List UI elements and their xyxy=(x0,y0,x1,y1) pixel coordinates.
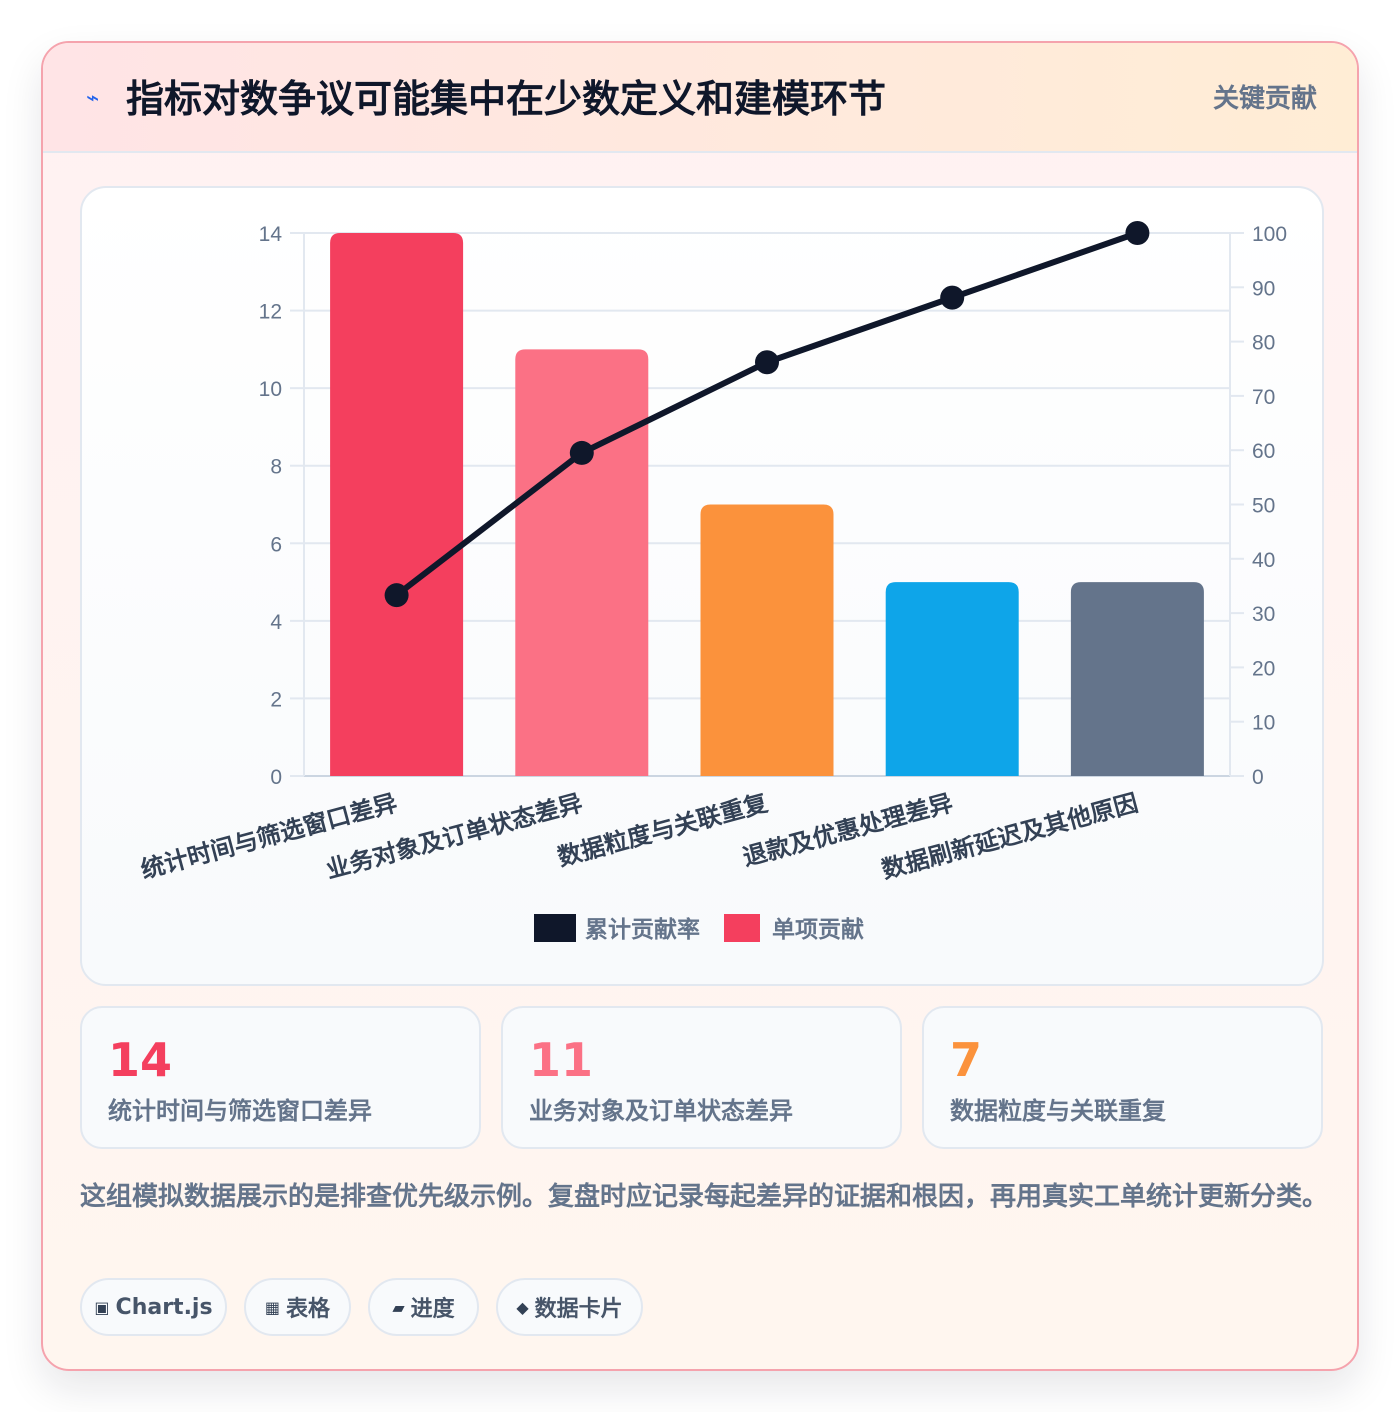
y2-tick-label: 20 xyxy=(1252,657,1275,680)
table-icon: ▦ xyxy=(264,1297,281,1317)
chart-icon: ▣ xyxy=(94,1297,110,1317)
stat-label: 数据粒度与关联重复 xyxy=(950,1097,1166,1125)
progress-icon: ▰ xyxy=(392,1297,405,1317)
bar xyxy=(1070,582,1204,776)
tag-label: 进度 xyxy=(410,1297,455,1322)
y2-tick-label: 0 xyxy=(1252,766,1264,789)
bar xyxy=(885,582,1019,776)
chart-note: 这组模拟数据展示的是排查优先级示例。复盘时应记录每起差异的证据和根因，再用真实工… xyxy=(80,1182,1329,1212)
stat-label: 业务对象及订单状态差异 xyxy=(529,1097,793,1125)
y2-tick-label: 10 xyxy=(1252,712,1275,735)
stat-card: 14 统计时间与筛选窗口差异 xyxy=(80,1006,481,1149)
tag-table[interactable]: ▦ 表格 xyxy=(244,1278,351,1336)
y2-tick-label: 70 xyxy=(1252,386,1275,409)
legend-label: 累计贡献率 xyxy=(585,916,700,943)
line-point xyxy=(384,583,409,608)
diamond-icon: ◆ xyxy=(516,1297,529,1317)
y2-tick-label: 50 xyxy=(1252,495,1275,518)
y2-tick-label: 100 xyxy=(1252,223,1287,246)
stat-value: 14 xyxy=(108,1033,173,1087)
bar xyxy=(700,504,834,776)
card-title: 指标对数争议可能集中在少数定义和建模环节 xyxy=(126,77,887,121)
header-badge: 关键贡献 xyxy=(1212,84,1317,114)
y-tick-label: 4 xyxy=(270,611,282,634)
line-point xyxy=(940,285,965,310)
y-tick-label: 10 xyxy=(259,378,282,401)
pareto-chart: 024681012140102030405060708090100统计时间与筛选… xyxy=(138,221,1287,943)
bolt-icon: ⌁ xyxy=(86,86,100,111)
card-header: ⌁ 指标对数争议可能集中在少数定义和建模环节 关键贡献 xyxy=(43,43,1357,153)
tag-chartjs[interactable]: ▣ Chart.js xyxy=(80,1278,227,1336)
stat-value: 7 xyxy=(950,1033,983,1087)
bar xyxy=(330,233,464,776)
line-point xyxy=(1125,221,1150,245)
y-tick-label: 14 xyxy=(259,223,283,246)
y2-tick-label: 90 xyxy=(1252,277,1275,300)
y-tick-label: 6 xyxy=(270,533,282,556)
stat-label: 统计时间与筛选窗口差异 xyxy=(108,1097,372,1125)
tag-data-card[interactable]: ◆ 数据卡片 xyxy=(496,1278,643,1336)
legend-label: 单项贡献 xyxy=(772,917,864,943)
y2-tick-label: 30 xyxy=(1252,603,1275,626)
stat-card: 11 业务对象及订单状态差异 xyxy=(501,1006,902,1149)
line-point xyxy=(755,350,779,375)
chart-panel: 0 2 4 6 8 10 12 14 0 10 20 30 40 50 60 70 80 90 100 统计时间与筛选… xyxy=(80,186,1324,986)
legend-swatch xyxy=(534,914,576,942)
legend-swatch xyxy=(724,914,760,942)
y-tick-label: 0 xyxy=(270,766,282,789)
stat-value: 11 xyxy=(529,1033,594,1087)
y2-tick-label: 60 xyxy=(1252,440,1275,463)
line-point xyxy=(569,440,594,465)
stat-card: 7 数据粒度与关联重复 xyxy=(922,1006,1323,1149)
tag-label: 表格 xyxy=(286,1297,331,1322)
chart-card: ⌁ 指标对数争议可能集中在少数定义和建模环节 关键贡献 0 2 4 6 8 10 12 14 0… xyxy=(41,41,1359,1371)
y-tick-label: 8 xyxy=(270,456,282,479)
stat-cards: 14 统计时间与筛选窗口差异 11 业务对象及订单状态差异 7 数据粒度与关联重… xyxy=(80,1006,1324,1149)
y2-tick-label: 80 xyxy=(1252,332,1275,355)
y-tick-label: 12 xyxy=(259,301,282,324)
tag-progress[interactable]: ▰ 进度 xyxy=(368,1278,479,1336)
x-tick-label: 数据粒度与关联重复 xyxy=(555,788,772,871)
bar xyxy=(515,349,649,776)
tag-label: 数据卡片 xyxy=(534,1297,623,1322)
y2-tick-label: 40 xyxy=(1252,549,1275,572)
y-tick-label: 2 xyxy=(270,688,282,711)
tag-label: Chart.js xyxy=(115,1294,213,1320)
